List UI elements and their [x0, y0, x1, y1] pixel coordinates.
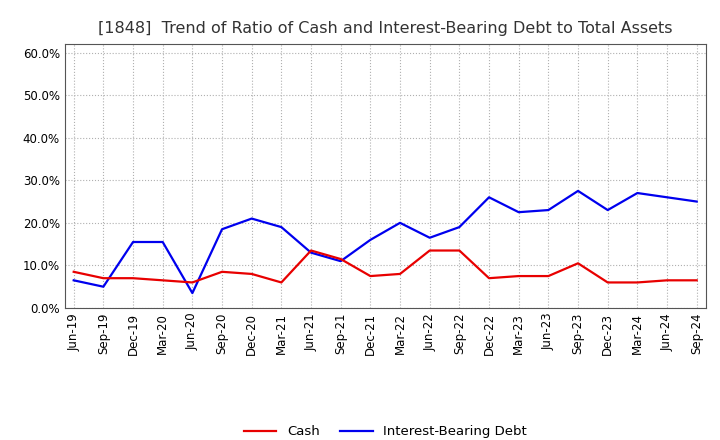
Interest-Bearing Debt	[544, 207, 553, 213]
Cash	[158, 278, 167, 283]
Interest-Bearing Debt	[514, 209, 523, 215]
Cash	[366, 273, 374, 279]
Legend: Cash, Interest-Bearing Debt: Cash, Interest-Bearing Debt	[238, 420, 532, 440]
Cash	[544, 273, 553, 279]
Interest-Bearing Debt	[693, 199, 701, 204]
Cash	[129, 275, 138, 281]
Cash	[99, 275, 108, 281]
Interest-Bearing Debt	[248, 216, 256, 221]
Interest-Bearing Debt	[633, 191, 642, 196]
Cash	[426, 248, 434, 253]
Interest-Bearing Debt	[217, 227, 226, 232]
Cash	[248, 271, 256, 277]
Cash	[455, 248, 464, 253]
Cash	[217, 269, 226, 275]
Cash	[396, 271, 405, 277]
Interest-Bearing Debt	[69, 278, 78, 283]
Cash	[574, 260, 582, 266]
Cash	[277, 280, 286, 285]
Interest-Bearing Debt	[366, 237, 374, 242]
Cash	[69, 269, 78, 275]
Interest-Bearing Debt	[129, 239, 138, 245]
Interest-Bearing Debt	[99, 284, 108, 290]
Cash	[485, 275, 493, 281]
Interest-Bearing Debt	[426, 235, 434, 240]
Interest-Bearing Debt	[662, 194, 671, 200]
Interest-Bearing Debt	[574, 188, 582, 194]
Interest-Bearing Debt	[336, 259, 345, 264]
Line: Interest-Bearing Debt: Interest-Bearing Debt	[73, 191, 697, 293]
Interest-Bearing Debt	[396, 220, 405, 225]
Interest-Bearing Debt	[277, 224, 286, 230]
Cash	[336, 257, 345, 262]
Cash	[662, 278, 671, 283]
Interest-Bearing Debt	[307, 250, 315, 255]
Cash	[188, 280, 197, 285]
Cash	[307, 248, 315, 253]
Interest-Bearing Debt	[158, 239, 167, 245]
Cash	[633, 280, 642, 285]
Interest-Bearing Debt	[485, 194, 493, 200]
Interest-Bearing Debt	[603, 207, 612, 213]
Title: [1848]  Trend of Ratio of Cash and Interest-Bearing Debt to Total Assets: [1848] Trend of Ratio of Cash and Intere…	[98, 21, 672, 36]
Cash	[693, 278, 701, 283]
Interest-Bearing Debt	[455, 224, 464, 230]
Cash	[514, 273, 523, 279]
Interest-Bearing Debt	[188, 290, 197, 296]
Cash	[603, 280, 612, 285]
Line: Cash: Cash	[73, 250, 697, 282]
